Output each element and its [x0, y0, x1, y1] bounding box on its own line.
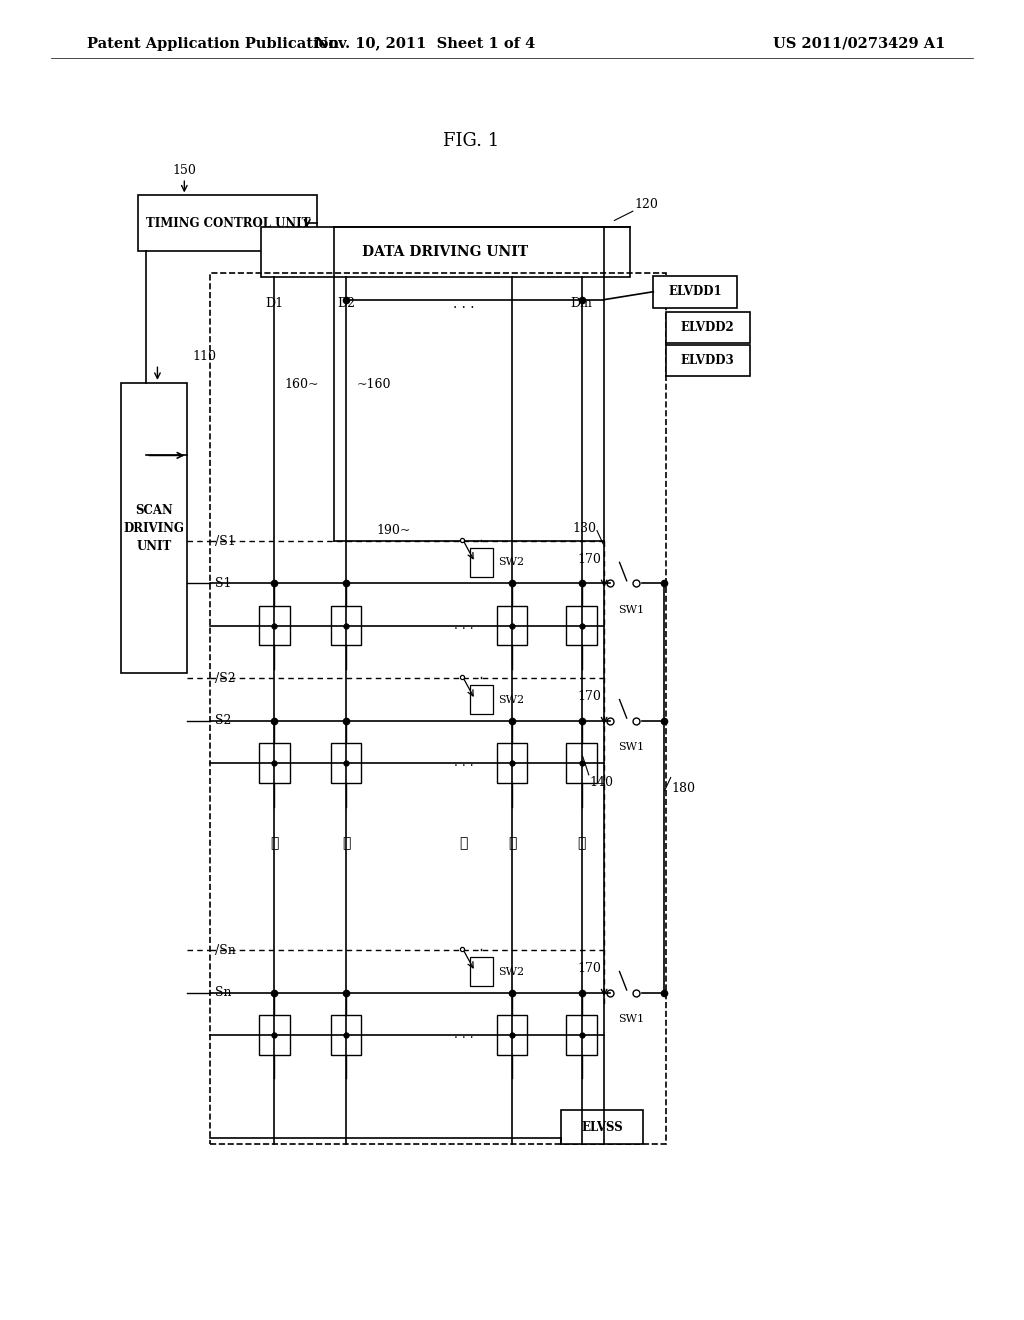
- Bar: [666, 312, 750, 343]
- Bar: [331, 606, 361, 645]
- Text: ELVSS: ELVSS: [582, 1121, 623, 1134]
- Text: Sn: Sn: [215, 986, 231, 999]
- Text: ~160: ~160: [356, 378, 391, 391]
- Text: SW1: SW1: [618, 742, 645, 752]
- Bar: [210, 273, 666, 1144]
- Text: S2: S2: [215, 714, 231, 727]
- Text: SCAN
DRIVING
UNIT: SCAN DRIVING UNIT: [124, 503, 184, 553]
- Bar: [566, 743, 597, 783]
- Text: 140: 140: [590, 776, 613, 789]
- Bar: [259, 606, 290, 645]
- Text: Nov. 10, 2011  Sheet 1 of 4: Nov. 10, 2011 Sheet 1 of 4: [314, 37, 536, 50]
- Text: US 2011/0273429 A1: US 2011/0273429 A1: [773, 37, 945, 50]
- Text: /Sn: /Sn: [215, 944, 236, 957]
- Text: ELVDD2: ELVDD2: [681, 321, 734, 334]
- Text: D1: D1: [265, 297, 284, 310]
- Text: 150: 150: [172, 164, 197, 177]
- Bar: [470, 685, 493, 714]
- Bar: [331, 743, 361, 783]
- Bar: [470, 548, 493, 577]
- Text: ELVDD1: ELVDD1: [669, 285, 722, 298]
- Text: ⋮: ⋮: [342, 837, 350, 850]
- Text: ⋮: ⋮: [270, 837, 279, 850]
- Text: . . .: . . .: [454, 297, 474, 312]
- Text: 170: 170: [578, 962, 601, 975]
- Bar: [121, 383, 187, 673]
- Text: SW2: SW2: [498, 966, 524, 977]
- Bar: [497, 1015, 527, 1055]
- Text: 120: 120: [635, 198, 658, 211]
- Text: . . .: . . .: [454, 1028, 474, 1041]
- Text: SW1: SW1: [618, 1014, 645, 1024]
- Text: Patent Application Publication: Patent Application Publication: [87, 37, 339, 50]
- Text: 130: 130: [572, 521, 596, 535]
- Text: ELVDD3: ELVDD3: [681, 354, 734, 367]
- Bar: [497, 743, 527, 783]
- Text: ⋮: ⋮: [460, 837, 468, 850]
- Text: Dm: Dm: [570, 297, 593, 310]
- Bar: [331, 1015, 361, 1055]
- Bar: [470, 957, 493, 986]
- Text: 180: 180: [672, 781, 695, 795]
- Bar: [138, 195, 317, 251]
- Bar: [561, 1110, 643, 1144]
- Bar: [566, 1015, 597, 1055]
- Text: 190~: 190~: [377, 524, 412, 537]
- Text: /S1: /S1: [215, 535, 236, 548]
- Text: DATA DRIVING UNIT: DATA DRIVING UNIT: [362, 246, 528, 259]
- Text: FIG. 1: FIG. 1: [443, 132, 499, 150]
- Text: TIMING CONTROL UNIT: TIMING CONTROL UNIT: [145, 216, 310, 230]
- Bar: [259, 743, 290, 783]
- Bar: [261, 227, 630, 277]
- Bar: [497, 606, 527, 645]
- Text: . . .: . . .: [454, 756, 474, 770]
- Bar: [666, 345, 750, 376]
- Text: D2: D2: [337, 297, 355, 310]
- Text: SW1: SW1: [618, 605, 645, 615]
- Bar: [566, 606, 597, 645]
- Text: SW2: SW2: [498, 557, 524, 568]
- Text: 110: 110: [193, 350, 216, 363]
- Bar: [653, 276, 737, 308]
- Text: . . .: . . .: [454, 619, 474, 632]
- Text: ⋮: ⋮: [508, 837, 516, 850]
- Text: S1: S1: [215, 577, 231, 590]
- Text: 160~: 160~: [285, 378, 319, 391]
- Text: /S2: /S2: [215, 672, 236, 685]
- Text: 170: 170: [578, 690, 601, 704]
- Text: 170: 170: [578, 553, 601, 566]
- Text: SW2: SW2: [498, 694, 524, 705]
- Text: ⋮: ⋮: [578, 837, 586, 850]
- Bar: [259, 1015, 290, 1055]
